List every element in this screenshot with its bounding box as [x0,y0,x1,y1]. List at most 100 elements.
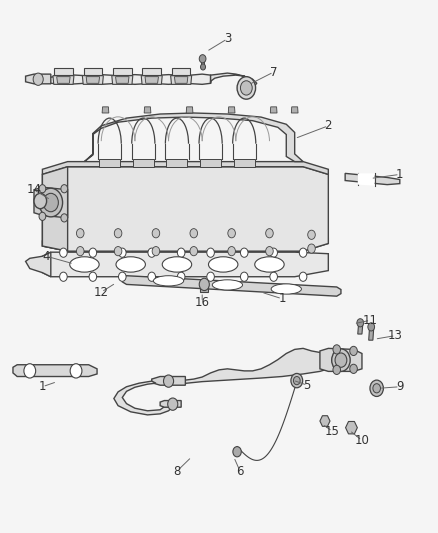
Polygon shape [145,77,159,83]
Polygon shape [144,107,151,113]
Text: 6: 6 [236,465,244,478]
Ellipse shape [255,257,284,272]
Polygon shape [34,187,67,218]
Circle shape [33,73,43,85]
Circle shape [168,398,178,410]
Circle shape [190,247,198,256]
Circle shape [240,248,248,257]
Circle shape [293,376,300,385]
Circle shape [148,248,155,257]
Circle shape [60,272,67,281]
Polygon shape [13,365,97,376]
Polygon shape [133,159,154,167]
Polygon shape [42,161,328,174]
Polygon shape [141,76,162,84]
Circle shape [43,193,58,212]
Text: 15: 15 [325,425,340,438]
Circle shape [299,248,307,257]
Polygon shape [99,159,120,167]
Circle shape [350,364,357,374]
Text: 9: 9 [396,380,403,393]
Text: 10: 10 [354,434,369,447]
Polygon shape [114,381,173,415]
Polygon shape [291,107,298,113]
Circle shape [89,272,97,281]
Circle shape [119,272,126,281]
Polygon shape [113,68,131,75]
Polygon shape [116,77,129,83]
Polygon shape [177,349,337,384]
Circle shape [60,248,67,257]
Circle shape [163,375,173,387]
Circle shape [77,247,84,256]
Polygon shape [320,416,330,426]
Text: 11: 11 [363,314,378,327]
Text: 16: 16 [194,296,210,309]
Ellipse shape [212,280,243,290]
Polygon shape [172,68,191,75]
Polygon shape [85,113,303,161]
Circle shape [266,229,273,238]
Circle shape [373,384,381,393]
Polygon shape [42,167,67,251]
Text: 14: 14 [26,183,42,196]
Polygon shape [174,77,188,83]
Polygon shape [358,324,363,334]
Ellipse shape [116,257,145,272]
Circle shape [119,248,126,257]
Circle shape [240,81,252,95]
Polygon shape [54,68,73,75]
Polygon shape [46,74,211,84]
Text: 1: 1 [39,380,46,393]
Polygon shape [42,233,328,251]
Circle shape [39,212,46,221]
Circle shape [308,244,315,253]
Text: 4: 4 [43,250,50,263]
Polygon shape [234,159,255,167]
Circle shape [266,247,273,256]
Text: 1: 1 [278,292,286,305]
Polygon shape [25,252,51,277]
Polygon shape [112,76,133,84]
Polygon shape [86,77,99,83]
Circle shape [61,214,67,222]
Polygon shape [152,376,185,385]
Circle shape [237,77,256,99]
Circle shape [270,248,277,257]
Polygon shape [228,107,235,113]
Circle shape [177,272,185,281]
Circle shape [148,272,155,281]
Circle shape [34,193,46,209]
Circle shape [370,380,383,397]
Polygon shape [358,173,374,185]
Circle shape [24,364,35,378]
Circle shape [152,229,160,238]
Circle shape [201,64,205,70]
Polygon shape [201,60,204,68]
Polygon shape [25,74,51,84]
Polygon shape [346,422,357,434]
Ellipse shape [208,257,238,272]
Circle shape [299,272,307,281]
Circle shape [39,188,63,217]
Text: 8: 8 [173,465,180,478]
Polygon shape [160,401,181,407]
Circle shape [177,248,185,257]
Polygon shape [320,349,362,372]
Ellipse shape [70,257,99,272]
Circle shape [228,229,235,238]
Polygon shape [42,252,328,277]
Text: 7: 7 [270,66,277,78]
Polygon shape [42,167,328,251]
Text: 12: 12 [94,286,109,298]
Circle shape [199,278,209,290]
Text: 13: 13 [388,329,403,342]
Text: 1: 1 [396,168,403,181]
Circle shape [270,272,277,281]
Polygon shape [200,159,221,167]
Polygon shape [102,107,109,113]
Circle shape [240,272,248,281]
Circle shape [333,345,340,354]
Circle shape [39,184,46,193]
Circle shape [228,247,235,256]
